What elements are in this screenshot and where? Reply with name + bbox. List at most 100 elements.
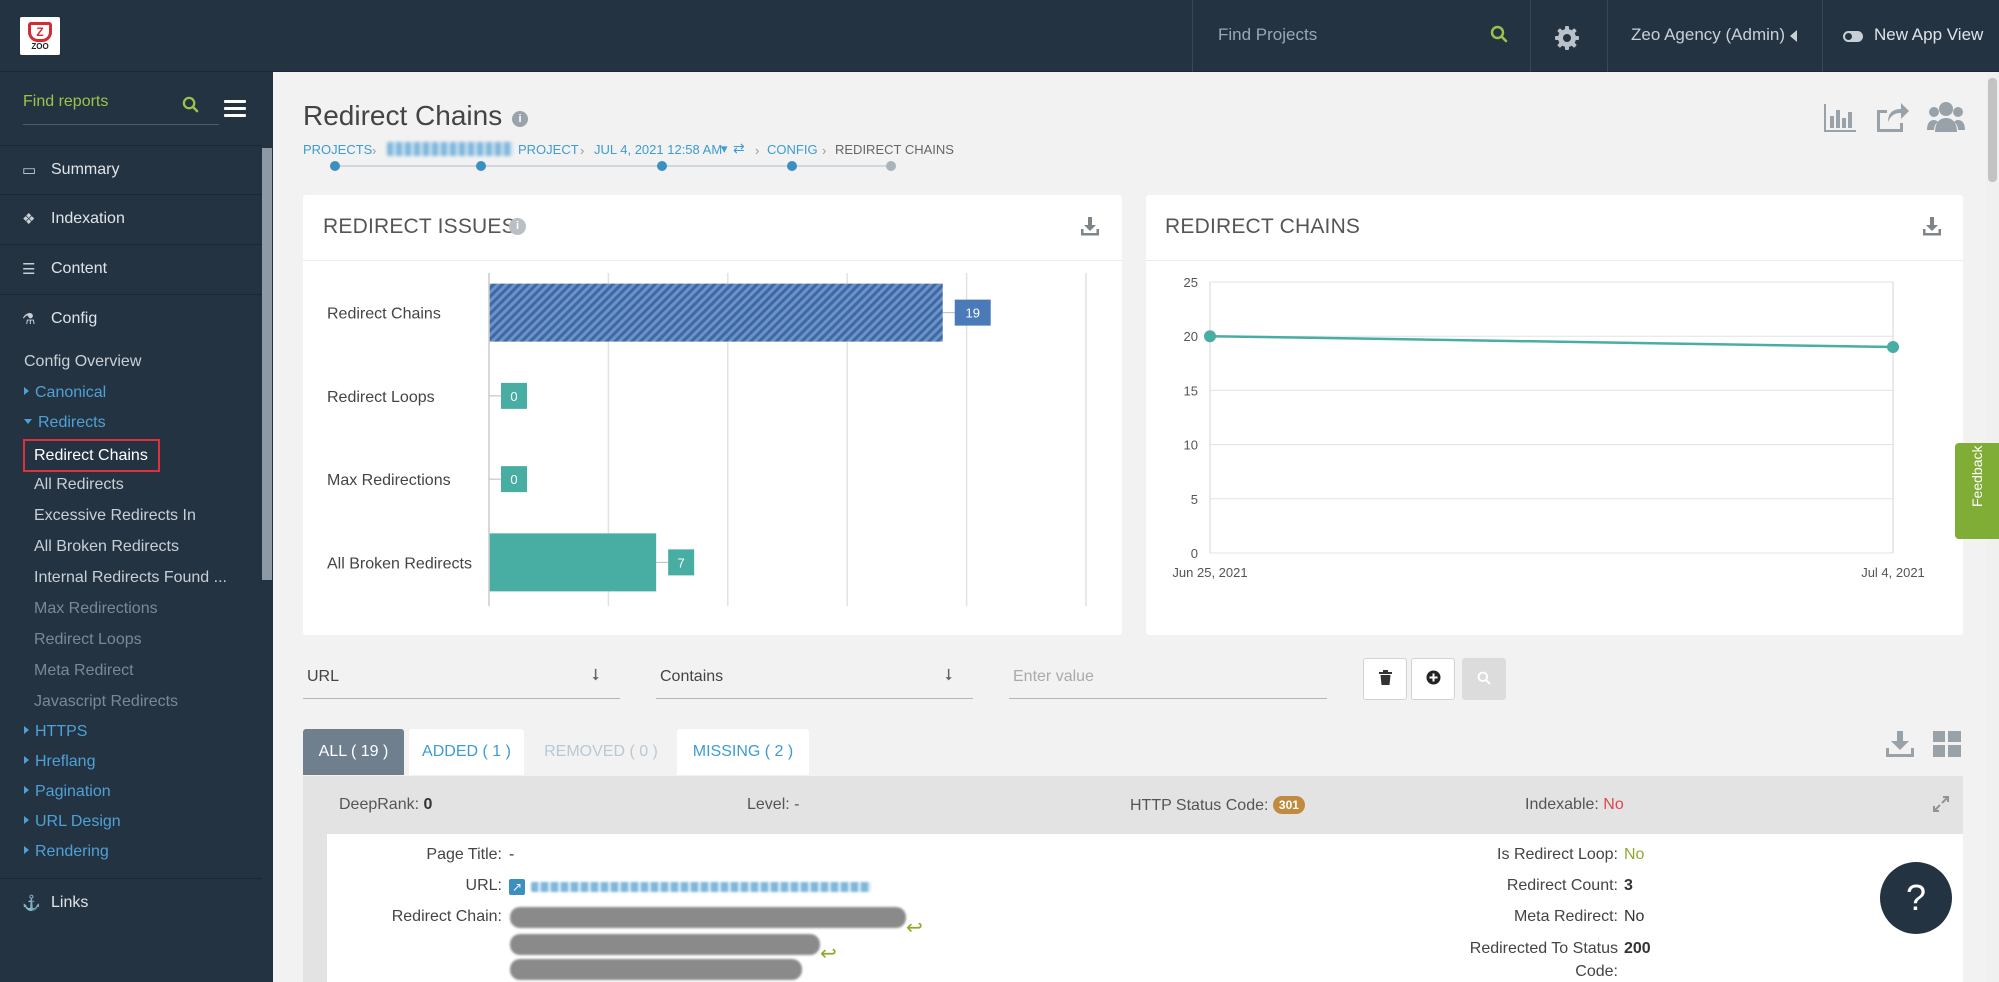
filter-operator-select[interactable]: Contains <box>660 668 724 685</box>
new-app-view-button[interactable]: New App View <box>1874 25 1984 44</box>
category-label: Redirect Loops <box>327 389 435 406</box>
download-icon[interactable] <box>1885 730 1915 758</box>
filter-field-select[interactable]: URL <box>307 668 340 685</box>
sidebar-category-hreflang[interactable]: Hreflang <box>24 753 95 771</box>
sidebar-item-config[interactable]: ⚗ Config <box>0 295 262 345</box>
sidebar-item-redirect-loops[interactable]: Redirect Loops <box>34 631 142 648</box>
sidebar-item-label: Summary <box>51 161 120 178</box>
external-link-icon[interactable]: ↗ <box>509 879 525 895</box>
breadcrumb-config[interactable]: CONFIG <box>767 142 818 157</box>
sidebar-item-max-redirections[interactable]: Max Redirections <box>34 600 158 617</box>
find-projects-input[interactable]: Find Projects <box>1218 25 1318 44</box>
sidebar-category-pagination[interactable]: Pagination <box>24 783 111 801</box>
redirect-chain-url <box>510 907 906 928</box>
y-tick-label: 20 <box>1184 329 1198 344</box>
sidebar-category-redirects[interactable]: Redirects <box>24 414 106 432</box>
breadcrumb-projects[interactable]: PROJECTS <box>303 142 373 157</box>
toggle-icon[interactable] <box>1843 31 1863 42</box>
timeline-dot[interactable] <box>476 161 486 171</box>
category-label: Hreflang <box>35 753 96 770</box>
sidebar-category-url-design[interactable]: URL Design <box>24 813 121 831</box>
sidebar-category-canonical[interactable]: Canonical <box>24 384 106 402</box>
grid-view-icon[interactable] <box>1932 730 1962 758</box>
redirected-status-label-cont: Code: <box>1575 963 1618 980</box>
account-menu[interactable]: Zeo Agency (Admin) <box>1631 25 1786 44</box>
status-badge: 301 <box>1272 796 1305 814</box>
sidebar-item-meta-redirect[interactable]: Meta Redirect <box>34 662 134 679</box>
tab-missing[interactable]: MISSING ( 2 ) <box>677 729 809 775</box>
sidebar-item-javascript-redirects[interactable]: Javascript Redirects <box>34 693 179 710</box>
redirect-chains-panel <box>1146 195 1963 635</box>
sidebar-item-content[interactable]: ☰ Content <box>0 245 262 295</box>
sidebar-scrollbar[interactable] <box>262 148 272 580</box>
caret-right-icon <box>24 756 29 764</box>
info-icon[interactable]: i <box>509 218 526 235</box>
arrow-down-icon[interactable]: ⭣ <box>945 667 953 684</box>
find-reports-input[interactable]: Find reports <box>23 93 109 110</box>
timeline-dot[interactable] <box>657 161 667 171</box>
sidebar-category-https[interactable]: HTTPS <box>24 723 87 741</box>
page-scrollbar[interactable] <box>1988 78 1997 182</box>
meta-redirect-value: No <box>1624 908 1645 925</box>
sidebar-item-internal-redirects[interactable]: Internal Redirects Found ... <box>34 569 227 586</box>
sidebar-item-links[interactable]: ⚓ Links <box>0 879 262 929</box>
sidebar-item-redirect-chains[interactable]: Redirect Chains <box>23 439 160 472</box>
sidebar-category-rendering[interactable]: Rendering <box>24 843 109 861</box>
sidebar-item-all-redirects[interactable]: All Redirects <box>34 476 124 493</box>
sidebar-config-overview[interactable]: Config Overview <box>24 353 142 370</box>
expand-icon[interactable] <box>1932 795 1950 813</box>
caret-down-icon[interactable]: ▾ <box>721 141 728 156</box>
indexable-label: Indexable: <box>1525 796 1599 813</box>
timeline-dot[interactable] <box>330 161 340 171</box>
search-icon[interactable] <box>1490 25 1508 43</box>
filter-value-input[interactable]: Enter value <box>1013 668 1094 685</box>
app-logo[interactable]: Z ZOO <box>20 17 60 55</box>
http-status-label: HTTP Status Code: <box>1130 797 1269 814</box>
timeline-dot[interactable] <box>787 161 797 171</box>
sidebar-item-label: Config <box>51 310 98 327</box>
caret-left-icon[interactable] <box>1790 30 1797 42</box>
result-header <box>303 776 1963 834</box>
sidebar-divider <box>0 878 262 879</box>
blurred-url-link[interactable] <box>531 882 871 892</box>
apply-filter-button[interactable] <box>1462 658 1506 700</box>
breadcrumb-crawl-date[interactable]: JUL 4, 2021 12:58 AM <box>594 142 723 157</box>
gear-icon[interactable] <box>1553 24 1581 52</box>
bar-chart-icon[interactable] <box>1822 102 1858 134</box>
users-icon[interactable] <box>1927 100 1965 134</box>
info-icon[interactable]: i <box>512 111 528 127</box>
tab-added[interactable]: ADDED ( 1 ) <box>409 729 524 775</box>
cubes-icon: ❖ <box>22 211 36 228</box>
data-point <box>1204 330 1216 343</box>
url-label: URL: <box>465 877 502 894</box>
find-reports-underline <box>23 124 219 125</box>
add-filter-button[interactable] <box>1411 658 1455 700</box>
breadcrumb-project[interactable]: PROJECT <box>518 142 579 157</box>
feedback-tab[interactable]: Feedback <box>1955 443 1999 539</box>
filter-operator-underline <box>656 698 973 699</box>
hamburger-menu-icon[interactable] <box>224 100 246 118</box>
arrow-down-icon[interactable]: ⭣ <box>592 667 600 684</box>
delete-filter-button[interactable] <box>1363 658 1407 700</box>
share-icon[interactable] <box>1874 100 1910 134</box>
sidebar-item-summary[interactable]: ▭ Summary <box>0 145 262 195</box>
sidebar-item-all-broken-redirects[interactable]: All Broken Redirects <box>34 538 179 555</box>
panel-title: REDIRECT CHAINS <box>1165 215 1361 238</box>
y-tick-label: 15 <box>1184 383 1198 398</box>
sidebar-item-indexation[interactable]: ❖ Indexation <box>0 195 262 245</box>
download-icon[interactable] <box>1080 216 1100 236</box>
sidebar-item-label: Links <box>51 894 89 911</box>
tab-all[interactable]: ALL ( 19 ) <box>303 729 404 775</box>
category-label: All Broken Redirects <box>327 555 472 572</box>
bar <box>489 533 657 592</box>
search-icon[interactable] <box>182 96 199 113</box>
page-title-label: Page Title: <box>426 846 502 863</box>
download-icon[interactable] <box>1922 216 1942 236</box>
sidebar-item-excessive-redirects[interactable]: Excessive Redirects In <box>34 507 196 524</box>
help-button[interactable]: ? <box>1880 862 1952 934</box>
item-label: Redirect Chains <box>34 447 148 464</box>
trash-icon <box>1378 670 1392 685</box>
compare-arrows-icon[interactable]: ⇄ <box>733 140 745 156</box>
topbar-divider <box>1192 0 1193 72</box>
logo-mark: Z <box>28 22 52 42</box>
